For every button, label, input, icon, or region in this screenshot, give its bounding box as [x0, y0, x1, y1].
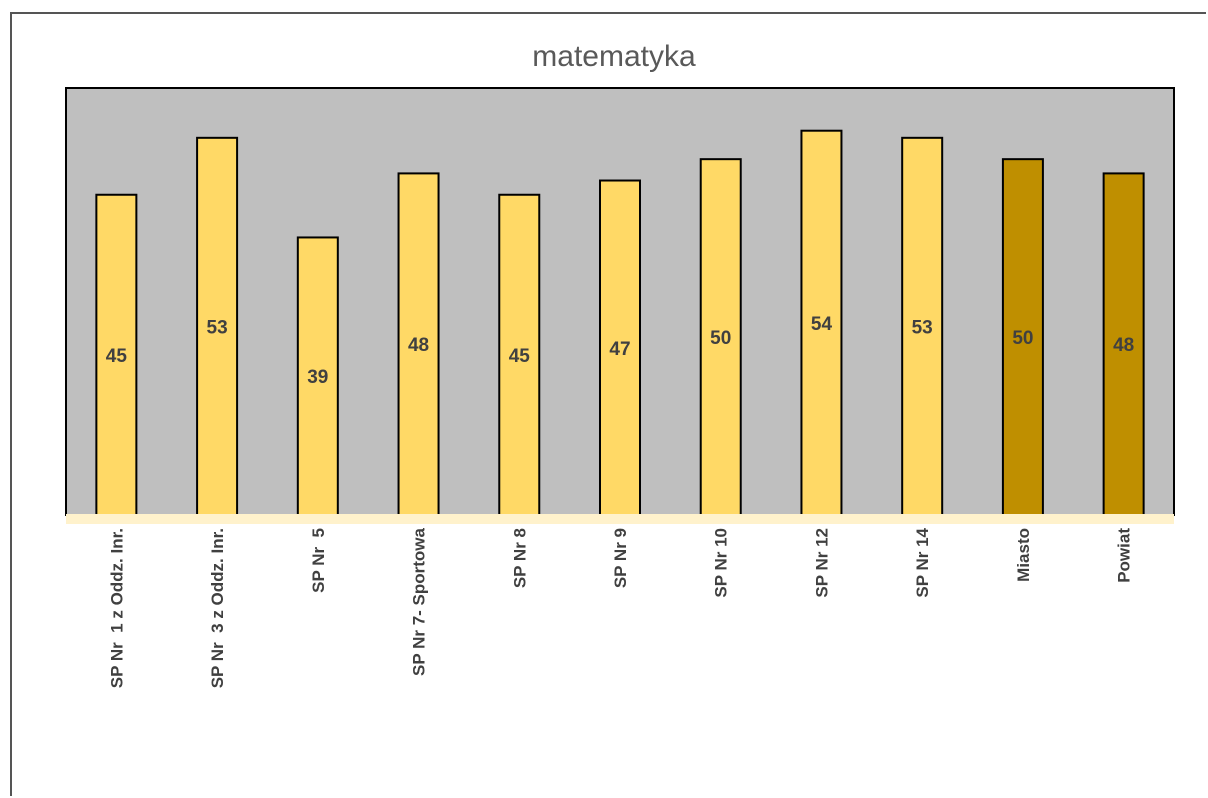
bar-value-label: 48 — [1113, 335, 1134, 356]
bar — [800, 129, 843, 516]
category-label: SP Nr 5 — [309, 528, 328, 593]
category-label: SP Nr 12 — [812, 528, 831, 598]
bar-value-label: 50 — [1012, 328, 1033, 349]
bars-group: 45 53 39 48 45 47 50 54 53 50 48 — [95, 129, 1145, 517]
bar-value-label: 53 — [912, 317, 933, 338]
bar-value-label: 39 — [307, 367, 328, 388]
bar — [699, 158, 742, 517]
bar — [1102, 172, 1145, 516]
category-label: SP Nr 14 — [913, 527, 932, 597]
bar — [498, 193, 541, 516]
bar-value-label: 53 — [207, 317, 228, 338]
bar — [901, 136, 944, 516]
bar — [95, 193, 138, 516]
bar — [296, 236, 339, 516]
category-label: Powiat — [1115, 528, 1134, 583]
bar-value-label: 45 — [509, 346, 531, 367]
bar — [397, 172, 440, 516]
bar-value-label: 45 — [106, 346, 128, 367]
bar-value-label: 54 — [811, 314, 833, 335]
category-label: SP Nr 9 — [611, 528, 630, 588]
bar-value-label: 50 — [710, 328, 731, 349]
category-label: SP Nr 1 z Oddz. Inr. — [107, 528, 126, 688]
x-axis-baseline — [66, 514, 1174, 524]
bar-value-label: 48 — [408, 335, 429, 356]
bar-value-label: 47 — [609, 339, 630, 360]
category-label: SP Nr 3 z Oddz. Inr. — [208, 528, 227, 688]
chart-title: matematyka — [532, 40, 696, 73]
category-label: SP Nr 10 — [712, 528, 731, 598]
category-labels-group: SP Nr 1 z Oddz. Inr. SP Nr 3 z Oddz. Inr.… — [107, 527, 1133, 688]
bar — [1001, 158, 1044, 517]
category-label: Miasto — [1014, 528, 1033, 582]
category-label: SP Nr 7- Sportowa — [410, 527, 429, 676]
bar — [196, 136, 239, 516]
category-label: SP Nr 8 — [510, 528, 529, 588]
